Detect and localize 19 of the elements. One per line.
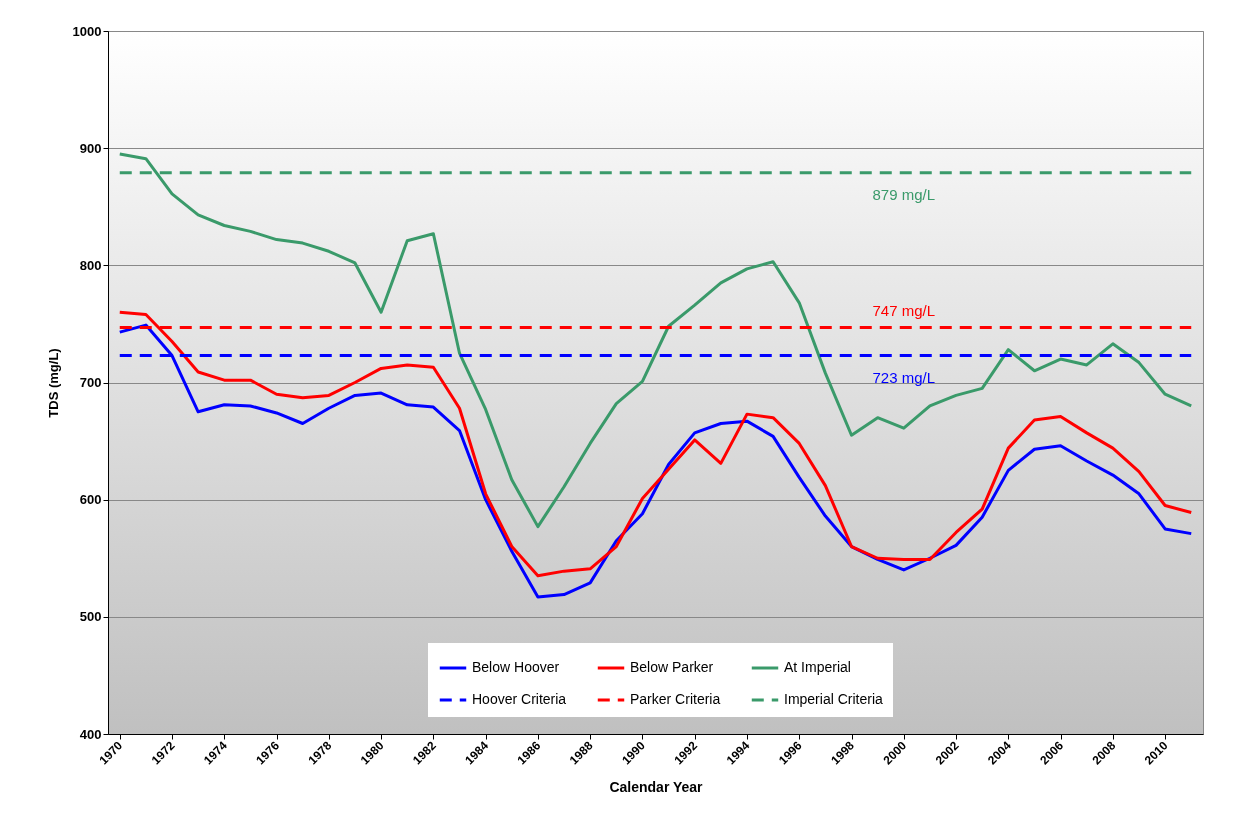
y-tick-label: 600 [79,492,102,508]
legend-label: At Imperial [784,659,851,675]
data-label: 879 mg/L [872,185,936,203]
x-axis-title: Calendar Year [609,778,704,795]
y-tick-label: 900 [79,140,102,156]
y-axis-title: TDS (mg/L) [45,348,61,418]
legend-label: Hoover Criteria [472,691,567,707]
y-tick-label: 500 [79,609,102,625]
y-tick-label: 700 [79,375,102,390]
y-tick-label: 1000 [72,23,102,39]
legend-label: Parker Criteria [630,691,721,707]
legend-label: Below Parker [630,659,714,675]
legend-label: Below Hoover [472,659,560,675]
line-series [118,152,1193,529]
y-tick-label: 400 [79,726,102,742]
y-tick-label: 800 [79,257,102,273]
data-label: 723 mg/L [872,368,936,386]
legend-label: Imperial Criteria [784,691,884,707]
data-label: 747 mg/L [872,302,936,320]
